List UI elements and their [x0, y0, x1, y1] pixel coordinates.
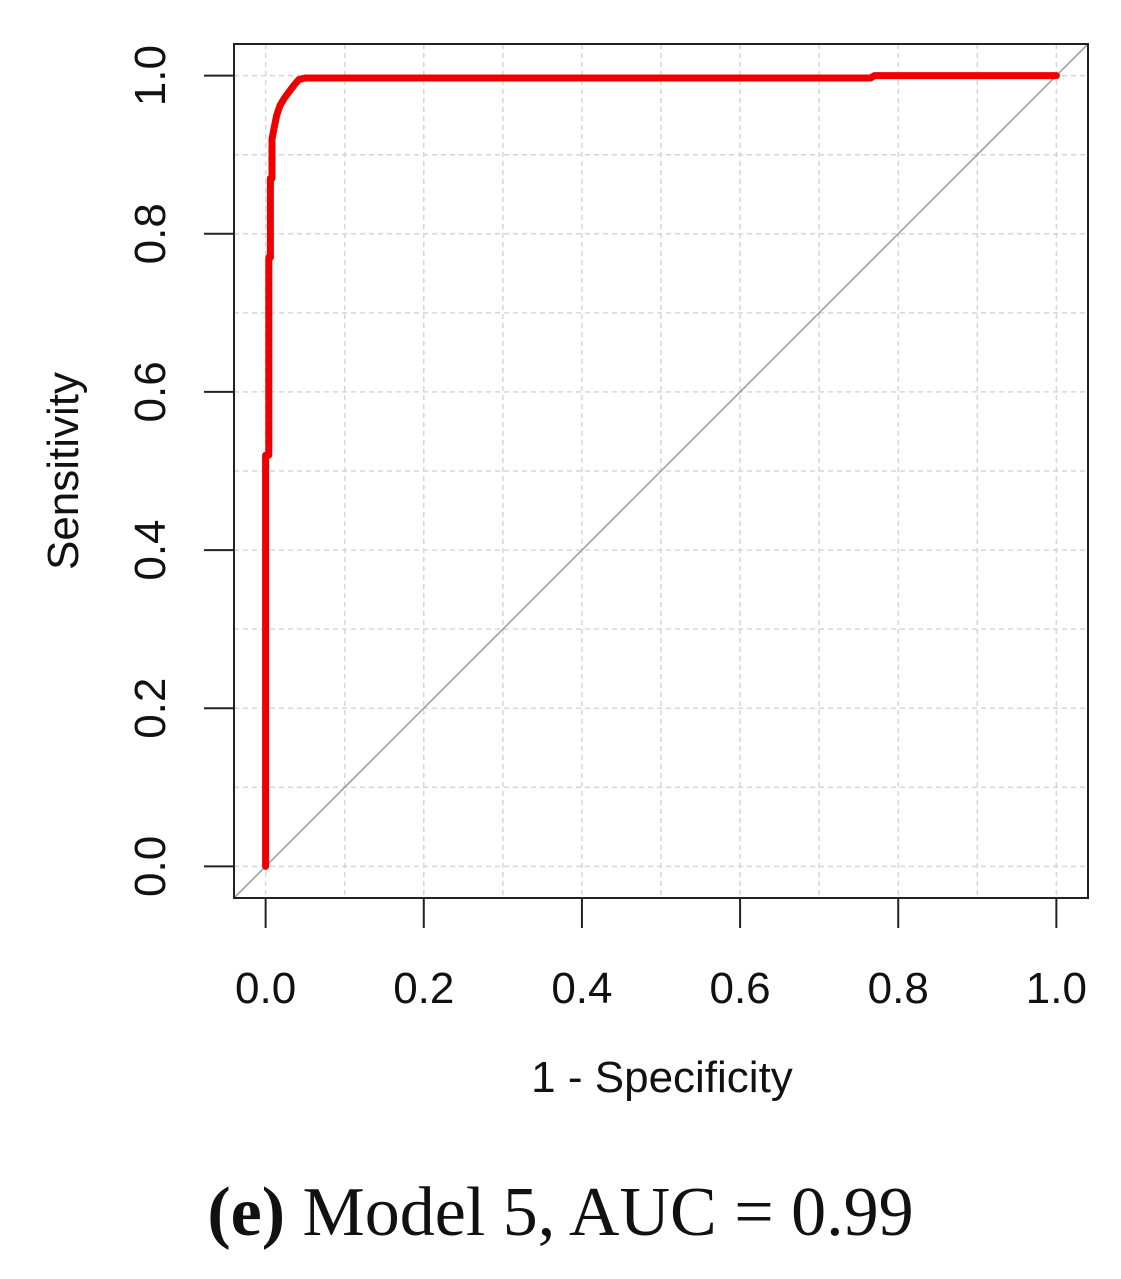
y-axis: 0.0 0.2 0.4 0.6 0.8 1.0	[126, 45, 235, 897]
roc-curve	[262, 72, 1060, 870]
x-tick-label: 0.4	[551, 964, 612, 1013]
roc-series	[262, 72, 1060, 870]
y-tick-label: 0.4	[126, 519, 175, 580]
y-tick-label: 1.0	[126, 45, 175, 106]
y-tick-label: 0.8	[126, 203, 175, 264]
x-tick-label: 0.2	[393, 964, 454, 1013]
caption-tag: (e)	[207, 1174, 286, 1251]
x-axis: 0.0 0.2 0.4 0.6 0.8 1.0	[235, 897, 1087, 1013]
x-tick-label: 1.0	[1026, 964, 1087, 1013]
y-axis-title: Sensitivity	[39, 372, 88, 570]
reference-diagonal	[233, 43, 1089, 899]
chance-line	[233, 43, 1089, 899]
x-tick-label: 0.0	[235, 964, 296, 1013]
x-axis-title: 1 - Specificity	[531, 1053, 793, 1102]
x-tick-label: 0.8	[868, 964, 929, 1013]
y-tick-label: 0.0	[126, 836, 175, 897]
y-tick-label: 0.2	[126, 678, 175, 739]
figure-caption: (e) Model 5, AUC = 0.99	[0, 1178, 1121, 1248]
x-tick-label: 0.6	[709, 964, 770, 1013]
y-tick-label: 0.6	[126, 361, 175, 422]
caption-text: Model 5, AUC = 0.99	[302, 1174, 914, 1251]
